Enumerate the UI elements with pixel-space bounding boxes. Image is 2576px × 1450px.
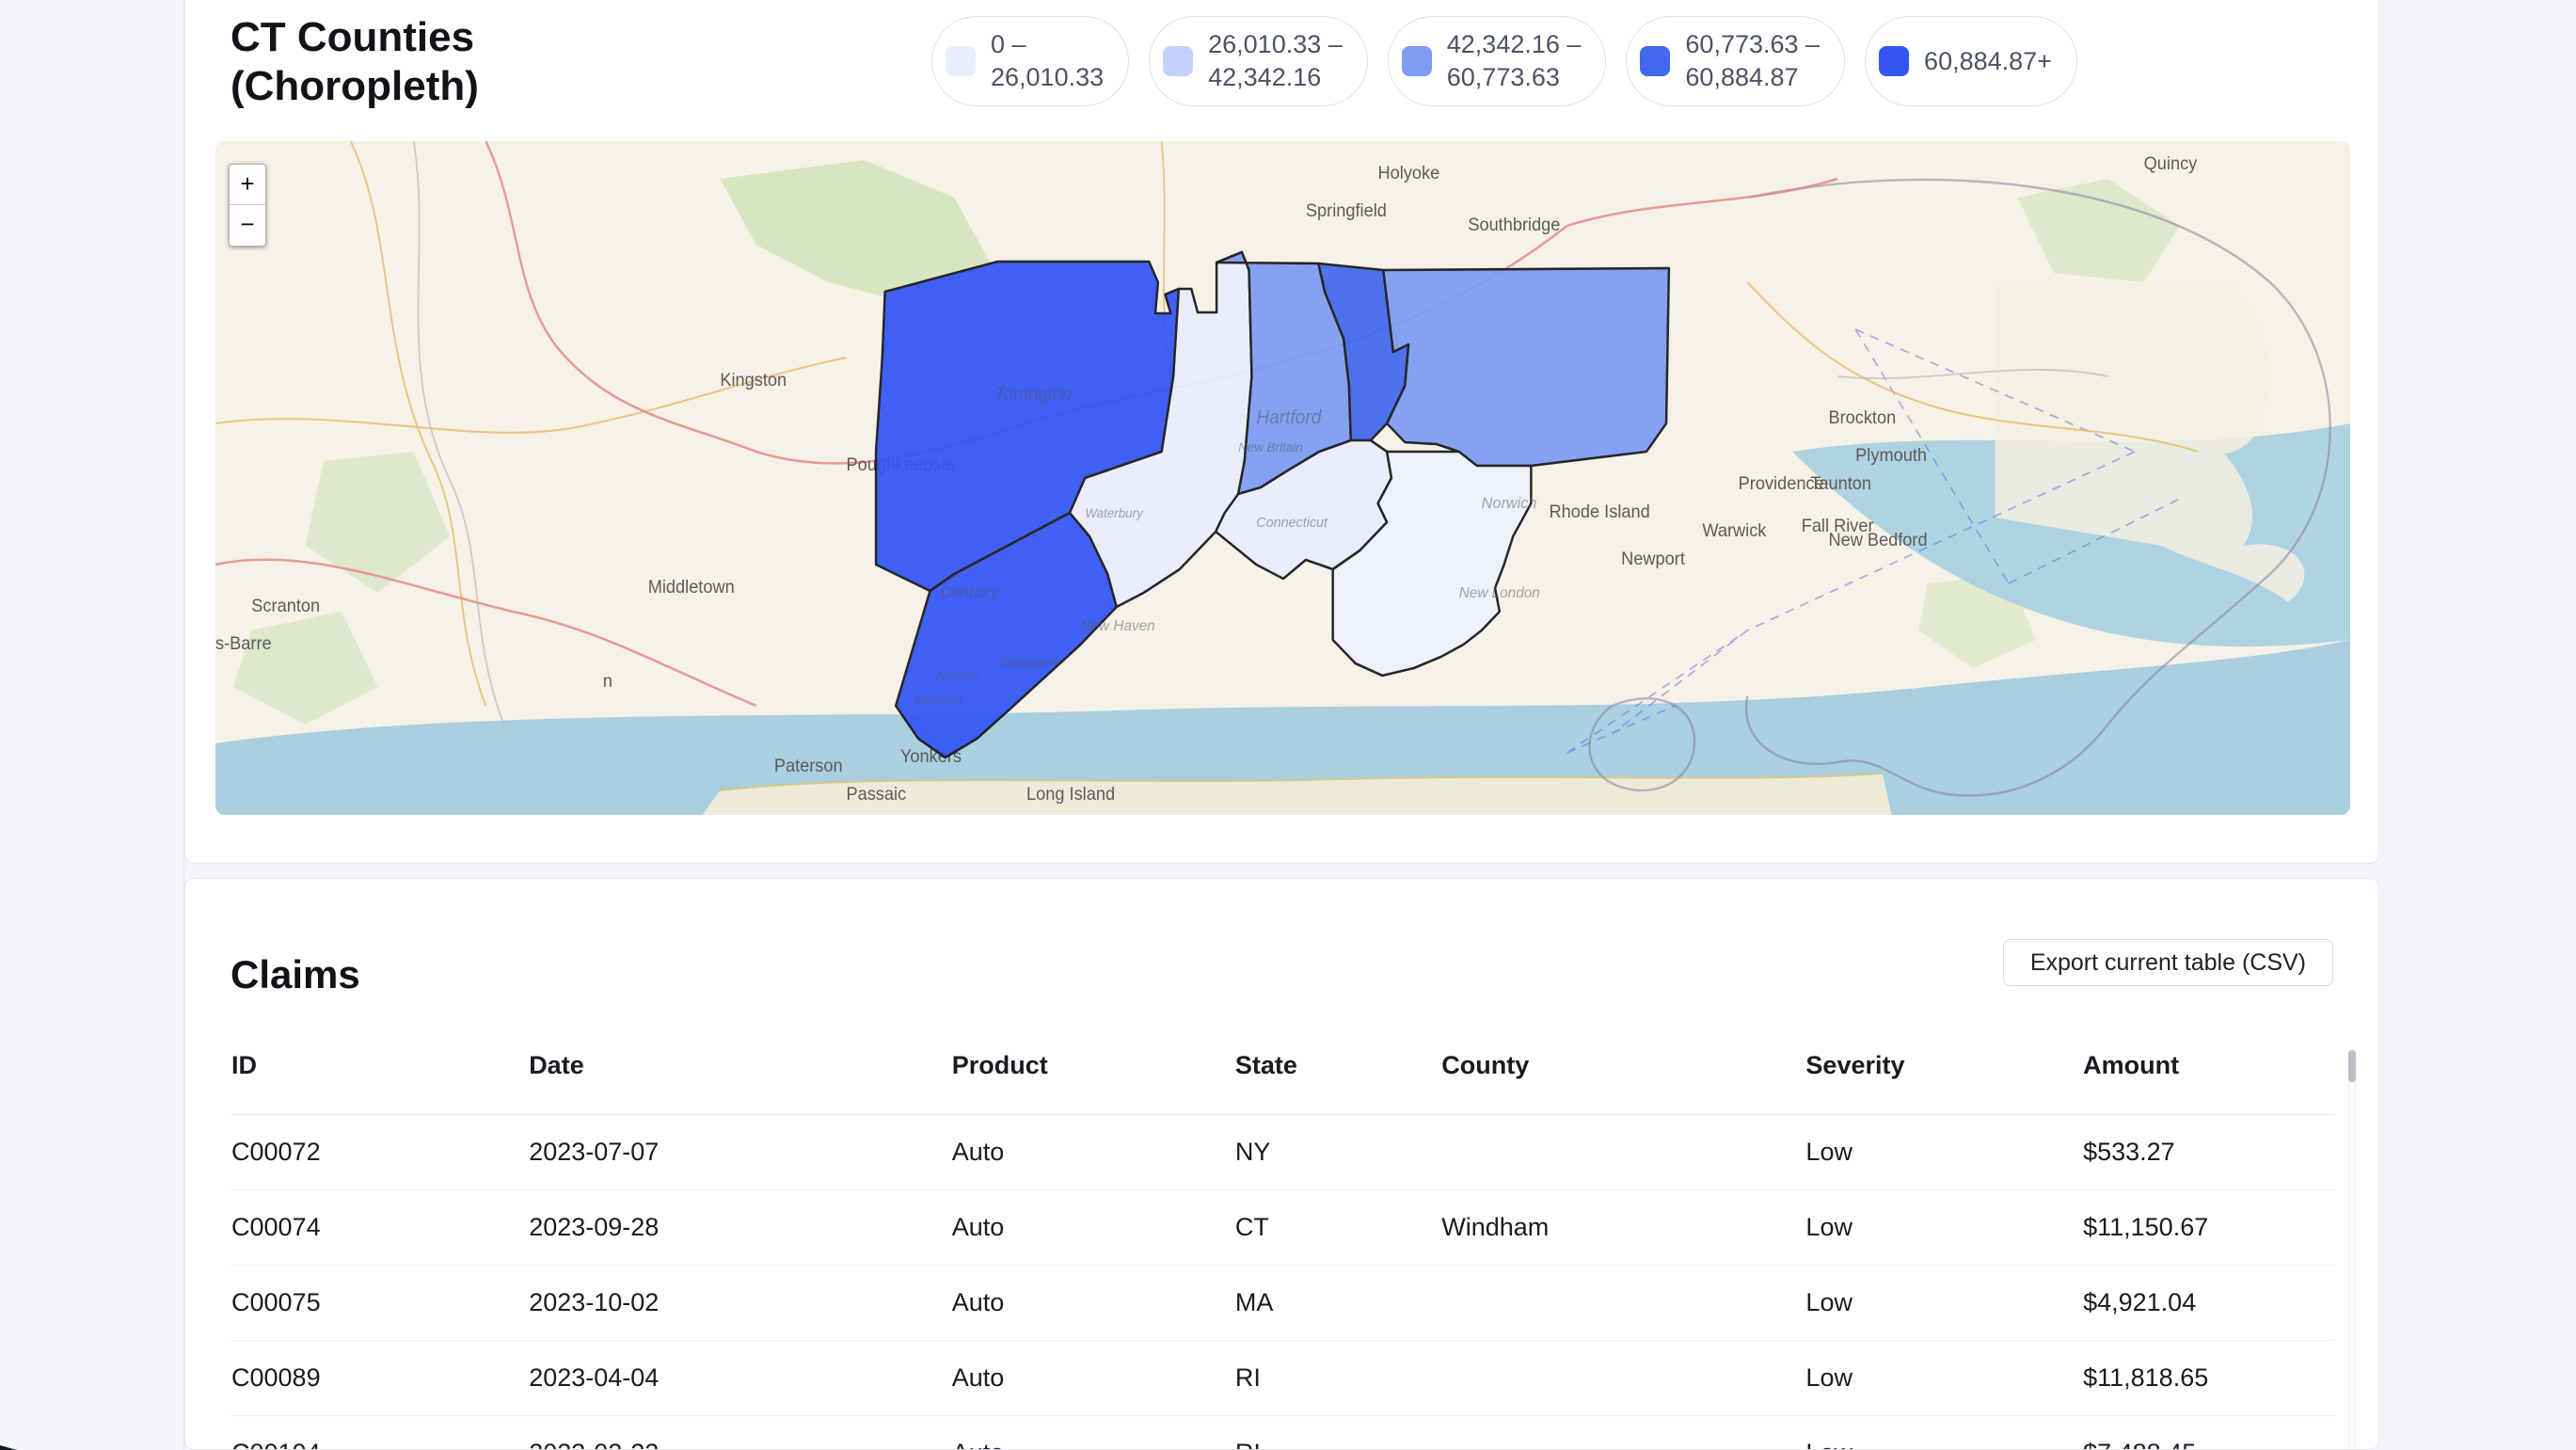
svg-text:n: n — [603, 671, 612, 691]
svg-text:Passaic: Passaic — [846, 784, 906, 804]
svg-text:Paterson: Paterson — [774, 756, 843, 775]
svg-text:Kingston: Kingston — [720, 370, 787, 390]
svg-text:Plymouth: Plymouth — [1855, 445, 1927, 465]
svg-text:Taunton: Taunton — [1810, 473, 1871, 493]
svg-text:Poughkeepsie: Poughkeepsie — [846, 454, 954, 474]
svg-text:Holyoke: Holyoke — [1378, 163, 1440, 183]
svg-text:Southbridge: Southbridge — [1468, 215, 1560, 234]
svg-text:Scranton: Scranton — [251, 596, 320, 615]
svg-text:s-Barre: s-Barre — [215, 633, 272, 653]
svg-text:Middletown: Middletown — [648, 577, 735, 597]
svg-text:Yonkers: Yonkers — [900, 746, 962, 766]
svg-text:Long Island: Long Island — [1026, 784, 1115, 804]
svg-text:New Bedford: New Bedford — [1828, 530, 1927, 550]
svg-text:Springfield: Springfield — [1306, 200, 1387, 220]
svg-text:Rhode Island: Rhode Island — [1550, 502, 1650, 521]
svg-text:Brockton: Brockton — [1828, 407, 1896, 427]
svg-text:Newport: Newport — [1621, 549, 1686, 568]
svg-text:Warwick: Warwick — [1702, 520, 1767, 540]
svg-text:Quincy: Quincy — [2144, 153, 2198, 173]
